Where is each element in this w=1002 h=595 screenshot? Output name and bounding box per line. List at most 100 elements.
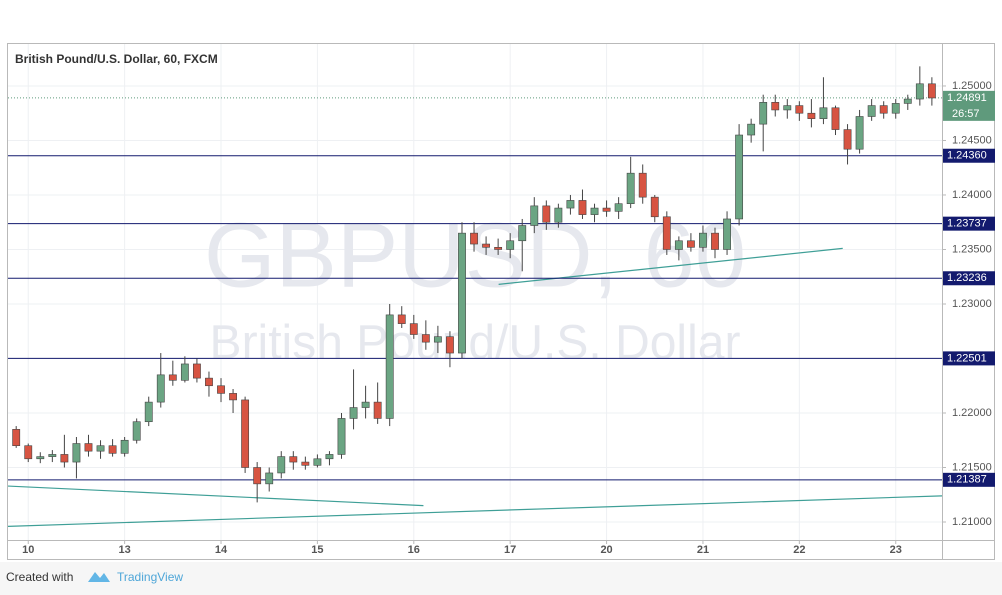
y-tick-label: 1.23500 <box>952 243 992 255</box>
candle-body <box>915 83 924 100</box>
x-tick-label: 23 <box>890 544 902 556</box>
price-label: 1.24360 <box>947 150 987 162</box>
y-tick-label: 1.24000 <box>952 189 992 201</box>
candle-body <box>385 314 394 419</box>
trend-line <box>7 485 424 507</box>
candle-body <box>120 439 129 454</box>
candle-body <box>530 205 539 226</box>
price-label: 1.22501 <box>947 352 987 364</box>
candle-body <box>650 196 659 218</box>
candle-body <box>783 105 792 111</box>
chart-title: British Pound/U.S. Dollar, 60, FXCM <box>15 52 218 66</box>
candle-body <box>313 458 322 466</box>
candle-body <box>289 456 298 463</box>
candle-body <box>831 107 840 130</box>
candle-body <box>108 445 117 454</box>
candle-body <box>903 98 912 104</box>
candle-body <box>686 240 695 248</box>
candle-body <box>24 445 33 460</box>
candle-body <box>144 401 153 423</box>
candle-body <box>626 172 635 205</box>
candle-body <box>867 105 876 117</box>
y-tick-label: 1.21500 <box>952 461 992 473</box>
candle-body <box>48 454 57 457</box>
x-tick-label: 14 <box>215 544 228 556</box>
candle-body <box>518 225 527 242</box>
candle-body <box>265 472 274 485</box>
candle-body <box>325 454 334 460</box>
candle-body <box>349 407 358 419</box>
footer-brand[interactable]: TradingView <box>117 570 183 584</box>
candle-body <box>807 112 816 119</box>
candle-body <box>409 323 418 335</box>
candle-body <box>759 102 768 125</box>
candle-body <box>217 385 225 394</box>
candle-body <box>446 336 454 354</box>
candle-body <box>253 467 262 485</box>
candle-body <box>494 247 503 250</box>
candle-body <box>614 203 623 212</box>
price-label-box <box>943 472 995 487</box>
candle-body <box>482 243 490 248</box>
price-label: 1.23236 <box>947 272 987 284</box>
frame <box>7 43 995 560</box>
candle-body <box>458 232 466 354</box>
watermark-symbol: GBPUSD, 60 <box>204 204 746 306</box>
y-tick-label: 1.21000 <box>952 516 992 528</box>
footer <box>0 562 1002 595</box>
price-label-box <box>943 271 995 286</box>
candle-body <box>795 105 804 114</box>
candle-body <box>855 116 864 150</box>
y-tick-label: 1.25000 <box>952 80 992 92</box>
y-tick-label: 1.24500 <box>952 134 992 146</box>
candle-body <box>193 363 201 379</box>
candle-body <box>361 401 370 408</box>
candle-body <box>470 232 478 245</box>
candle-body <box>277 456 286 474</box>
price-label-box <box>943 148 995 163</box>
candle-body <box>205 377 213 387</box>
x-tick-label: 21 <box>697 544 709 556</box>
footer-prefix: Created with <box>6 570 73 584</box>
x-tick-label: 15 <box>311 544 323 556</box>
candle-body <box>229 393 237 401</box>
candle-body <box>433 336 442 343</box>
candle-body <box>421 334 430 343</box>
candle-body <box>674 240 683 250</box>
candle-body <box>843 129 852 150</box>
x-tick-label: 17 <box>504 544 516 556</box>
candle-body <box>301 461 310 466</box>
candle-body <box>168 374 177 381</box>
candle-body <box>60 454 69 463</box>
candle-body <box>241 399 250 468</box>
candle-body <box>156 374 165 403</box>
y-tick-label: 1.22000 <box>952 407 992 419</box>
candle-body <box>72 443 81 463</box>
candle-body <box>566 200 575 209</box>
candle-body <box>723 218 731 250</box>
x-tick-label: 13 <box>119 544 131 556</box>
y-tick-label: 1.23000 <box>952 298 992 310</box>
candle-body <box>602 207 611 212</box>
candle-body <box>699 232 707 248</box>
last-price-label: 1.24891 <box>947 92 987 104</box>
candle-body <box>590 207 599 215</box>
candle-body <box>397 314 406 324</box>
candle-body <box>373 401 382 419</box>
candle-body <box>819 107 828 119</box>
candle-body <box>542 205 551 223</box>
candle-body <box>578 200 587 215</box>
candle-body <box>879 105 888 114</box>
candle-body <box>638 172 647 198</box>
candle-body <box>132 421 141 441</box>
candle-body <box>12 429 21 447</box>
axes: 1.210001.215001.220001.225001.230001.235… <box>22 80 995 556</box>
price-label-box <box>943 351 995 366</box>
x-tick-label: 22 <box>793 544 805 556</box>
candle-body <box>891 103 900 114</box>
candle-body <box>96 445 105 452</box>
last-price-box <box>943 90 995 121</box>
candle-body <box>506 240 515 250</box>
candle-body <box>735 134 744 220</box>
